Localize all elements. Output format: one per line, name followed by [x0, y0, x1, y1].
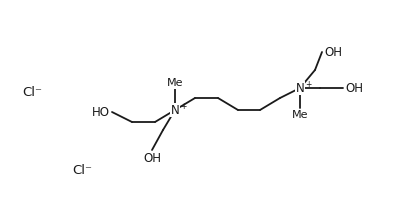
Text: OH: OH	[143, 152, 161, 165]
Text: N: N	[296, 82, 304, 95]
Text: Me: Me	[167, 78, 183, 88]
Text: HO: HO	[92, 106, 110, 119]
Text: N: N	[170, 104, 179, 116]
Text: OH: OH	[324, 46, 342, 58]
Text: +: +	[180, 101, 186, 110]
Text: +: +	[305, 79, 311, 89]
Text: OH: OH	[345, 82, 363, 95]
Text: Cl⁻: Cl⁻	[72, 163, 92, 177]
Text: Me: Me	[292, 110, 308, 120]
Text: Cl⁻: Cl⁻	[22, 86, 42, 98]
